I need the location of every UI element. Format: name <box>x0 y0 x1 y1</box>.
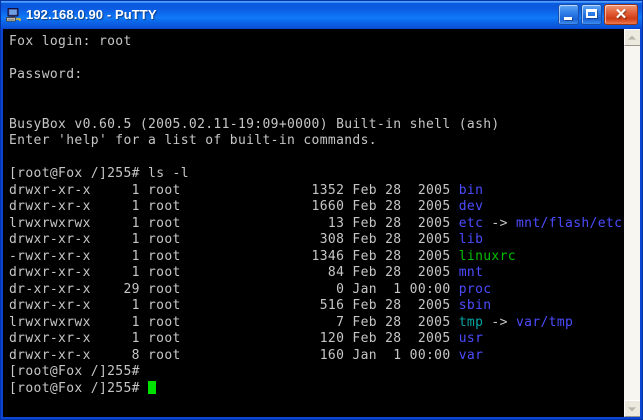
prompt-line: [root@Fox /]255# <box>9 380 623 398</box>
listing-name: sbin <box>458 298 492 313</box>
terminal-line <box>9 84 623 101</box>
listing-row: drwxr-xr-x 1 root 84 Feb 28 2005 mnt <box>9 265 623 282</box>
listing-row: drwxr-xr-x 1 root 1660 Feb 28 2005 dev <box>9 199 623 216</box>
listing-name: bin <box>458 182 484 198</box>
listing-row: drwxr-xr-x 1 root 120 Feb 28 2005 usr <box>9 331 623 348</box>
symlink-arrow: -> <box>483 314 516 330</box>
putty-computer-icon <box>5 7 21 23</box>
maximize-button[interactable] <box>581 4 602 25</box>
listing-row: drwxr-xr-x 1 root 516 Feb 28 2005 sbin <box>9 298 623 315</box>
listing-row: drwxr-xr-x 1 root 308 Feb 28 2005 lib <box>9 232 623 249</box>
command-line: [root@Fox /]255# ls -l <box>9 166 623 183</box>
terminal-line: BusyBox v0.60.5 (2005.02.11-19:09+0000) … <box>9 116 500 132</box>
prompt-line: [root@Fox /]255# <box>9 364 623 381</box>
listing-fields: drwxr-xr-x 1 root 120 Feb 28 2005 <box>9 331 459 346</box>
terminal-line: Enter 'help' for a list of built-in comm… <box>9 133 377 148</box>
terminal-line <box>9 150 623 167</box>
listing-name: var <box>458 347 484 363</box>
client-area: Fox login: root Password: BusyBox v0.60.… <box>1 28 642 419</box>
close-button[interactable]: ✕ <box>604 4 638 25</box>
listing-name: etc <box>458 215 484 231</box>
symlink-target: mnt/flash/etc <box>515 215 623 231</box>
terminal-line <box>9 100 623 117</box>
listing-row: drwxr-xr-x 8 root 160 Jan 1 00:00 var <box>9 348 623 365</box>
listing-row: drwxr-xr-x 1 root 1352 Feb 28 2005 bin <box>9 183 623 200</box>
listing-name: dev <box>458 199 484 214</box>
listing-name: tmp <box>458 314 484 330</box>
listing-name: linuxrc <box>458 248 516 264</box>
scroll-down-button[interactable] <box>623 400 640 417</box>
listing-row: lrwxrwxrwx 1 root 13 Feb 28 2005 etc -> … <box>9 216 623 233</box>
window-controls: ✕ <box>558 4 638 25</box>
shell-command: ls -l <box>148 166 189 181</box>
shell-prompt: [root@Fox /]255# <box>9 380 149 396</box>
symlink-arrow: -> <box>483 215 516 231</box>
listing-fields: dr-xr-xr-x 29 root 0 Jan 1 00:00 <box>9 281 459 297</box>
terminal-line <box>9 51 623 68</box>
chevron-up-icon <box>628 35 636 40</box>
terminal-scrollbar[interactable] <box>623 29 640 417</box>
terminal-screen[interactable]: Fox login: root Password: BusyBox v0.60.… <box>3 29 623 417</box>
listing-fields: drwxr-xr-x 1 root 308 Feb 28 2005 <box>9 232 459 247</box>
listing-name: mnt <box>458 265 484 280</box>
text-cursor <box>148 380 157 394</box>
minimize-icon <box>564 17 572 20</box>
shell-prompt: [root@Fox /]255# <box>9 364 149 379</box>
terminal-line: Password: <box>9 67 83 82</box>
listing-row: -rwxr-xr-x 1 root 1346 Feb 28 2005 linux… <box>9 249 623 266</box>
listing-fields: drwxr-xr-x 1 root 516 Feb 28 2005 <box>9 298 459 313</box>
maximize-icon <box>586 9 597 18</box>
shell-prompt: [root@Fox /]255# <box>9 166 149 181</box>
listing-fields: drwxr-xr-x 1 root 1660 Feb 28 2005 <box>9 199 459 214</box>
listing-name: lib <box>458 232 484 247</box>
chevron-down-icon <box>628 406 636 411</box>
listing-fields: drwxr-xr-x 1 root 84 Feb 28 2005 <box>9 265 459 280</box>
listing-fields: drwxr-xr-x 8 root 160 Jan 1 00:00 <box>9 347 459 363</box>
minimize-button[interactable] <box>558 4 579 25</box>
listing-fields: lrwxrwxrwx 1 root 13 Feb 28 2005 <box>9 215 459 231</box>
window-title: 192.168.0.90 - PuTTY <box>26 7 157 22</box>
listing-row: dr-xr-xr-x 29 root 0 Jan 1 00:00 proc <box>9 282 623 299</box>
scrollbar-track[interactable] <box>623 46 640 400</box>
terminal-line: Fox login: root <box>9 34 132 49</box>
listing-name: usr <box>458 331 484 346</box>
listing-fields: lrwxrwxrwx 1 root 7 Feb 28 2005 <box>9 314 459 330</box>
title-bar[interactable]: 192.168.0.90 - PuTTY ✕ <box>1 1 642 28</box>
listing-fields: -rwxr-xr-x 1 root 1346 Feb 28 2005 <box>9 248 459 264</box>
scroll-up-button[interactable] <box>623 29 640 46</box>
symlink-target: var/tmp <box>515 314 574 330</box>
listing-fields: drwxr-xr-x 1 root 1352 Feb 28 2005 <box>9 182 459 198</box>
listing-row: lrwxrwxrwx 1 root 7 Feb 28 2005 tmp -> v… <box>9 315 623 332</box>
listing-name: proc <box>458 281 492 297</box>
close-icon: ✕ <box>614 6 628 23</box>
